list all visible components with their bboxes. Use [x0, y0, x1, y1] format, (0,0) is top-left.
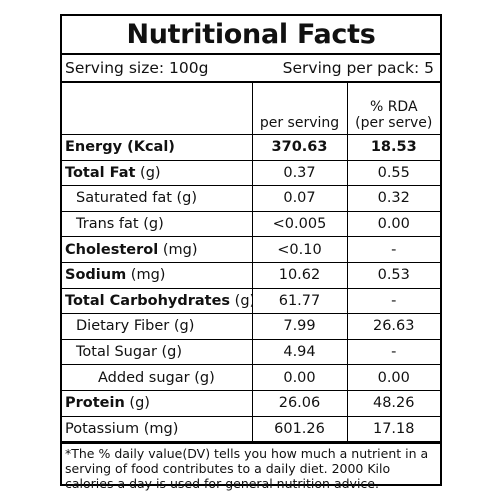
rda-value: 48.26	[346, 389, 440, 417]
nutrient-name: Saturated fat (g)	[62, 185, 253, 212]
nutrient-name: Added sugar (g)	[62, 364, 253, 391]
table-row: Trans fat (g) <0.005 0.00	[62, 210, 440, 238]
rda-value: 0.55	[346, 159, 440, 187]
nutrient-name: Dietary Fiber (g)	[62, 313, 253, 340]
rda-value: 0.00	[346, 210, 440, 238]
table-row: Total Fat (g) 0.37 0.55	[62, 159, 440, 187]
per-serving-value: 601.26	[251, 415, 348, 443]
per-serving-value: 26.06	[251, 389, 348, 417]
nutrient-name-bold: Protein	[65, 395, 125, 412]
nutrient-unit: (mg)	[126, 267, 166, 284]
nutrient-unit: (g)	[234, 292, 251, 309]
nutrient-name: Protein (g)	[62, 389, 253, 417]
per-serving-value: 370.63	[251, 134, 348, 161]
nutrient-name: Total Sugar (g)	[62, 338, 253, 366]
serving-info: Serving size: 100g Serving per pack: 5	[62, 55, 440, 83]
serving-size: Serving size: 100g	[65, 59, 209, 77]
per-serving-value: 61.77	[251, 287, 348, 315]
rda-value: -	[346, 236, 440, 263]
nutrient-name: Total Fat (g)	[62, 159, 253, 187]
per-serving-value: 0.37	[251, 159, 348, 187]
table-row: Cholesterol (mg) <0.10 -	[62, 236, 440, 263]
per-serving-value: 0.07	[251, 185, 348, 212]
nutrient-name: Energy (Kcal)	[62, 134, 253, 161]
per-serving-value: 10.62	[251, 261, 348, 289]
rda-value: 18.53	[346, 134, 440, 161]
nutrient-name: Trans fat (g)	[62, 210, 253, 238]
table-row: Total Carbohydrates (g) 61.77 -	[62, 287, 440, 315]
per-serving-value: 7.99	[251, 313, 348, 340]
table-row: Total Sugar (g) 4.94 -	[62, 338, 440, 366]
nutrient-name-bold: Total Fat	[65, 164, 136, 181]
header-rda-line2: (per serve)	[355, 115, 433, 131]
header-rda-line1: % RDA	[369, 99, 418, 115]
rda-value: 0.00	[346, 364, 440, 391]
rda-value: -	[346, 287, 440, 315]
nutrient-name-bold: Cholesterol	[65, 241, 159, 258]
table-header-row: per serving % RDA (per serve)	[62, 83, 440, 135]
table-row: Energy (Kcal) 370.63 18.53	[62, 134, 440, 161]
nutrient-name-bold: Sodium	[65, 267, 127, 284]
header-rda: % RDA (per serve)	[346, 83, 440, 135]
nutrient-name: Total Carbohydrates (g)	[62, 287, 253, 315]
per-serving-value: 4.94	[251, 338, 348, 366]
nutrient-name-bold: Total Carbohydrates	[65, 292, 231, 309]
per-serving-value: 0.00	[251, 364, 348, 391]
rda-value: 26.63	[346, 313, 440, 340]
nutrient-unit: (g)	[124, 395, 150, 412]
rda-value: 0.53	[346, 261, 440, 289]
table-row: Added sugar (g) 0.00 0.00	[62, 364, 440, 391]
nutrient-unit: (mg)	[158, 241, 198, 258]
nutrient-name: Potassium (mg)	[62, 415, 253, 443]
nutrient-name: Sodium (mg)	[62, 261, 253, 289]
header-blank-cell	[62, 83, 253, 135]
nutrient-name: Cholesterol (mg)	[62, 236, 253, 263]
table-row: Sodium (mg) 10.62 0.53	[62, 261, 440, 289]
rda-value: 0.32	[346, 185, 440, 212]
label-title: Nutritional Facts	[62, 16, 440, 55]
table-row: Dietary Fiber (g) 7.99 26.63	[62, 313, 440, 340]
rda-value: 17.18	[346, 415, 440, 443]
nutrition-facts-label: Nutritional Facts Serving size: 100g Ser…	[60, 14, 442, 491]
per-serving-value: <0.005	[251, 210, 348, 238]
per-serving-value: <0.10	[251, 236, 348, 263]
header-per-serving: per serving	[251, 83, 348, 135]
footnote: *The % daily value(DV) tells you how muc…	[62, 442, 440, 491]
rda-value: -	[346, 338, 440, 366]
servings-per-pack: Serving per pack: 5	[282, 59, 434, 77]
nutrient-unit: (g)	[135, 164, 161, 181]
table-row: Saturated fat (g) 0.07 0.32	[62, 185, 440, 212]
table-row: Potassium (mg) 601.26 17.18	[62, 415, 440, 443]
table-row: Protein (g) 26.06 48.26	[62, 389, 440, 417]
nutrient-table: per serving % RDA (per serve) Energy (Kc…	[62, 83, 440, 443]
